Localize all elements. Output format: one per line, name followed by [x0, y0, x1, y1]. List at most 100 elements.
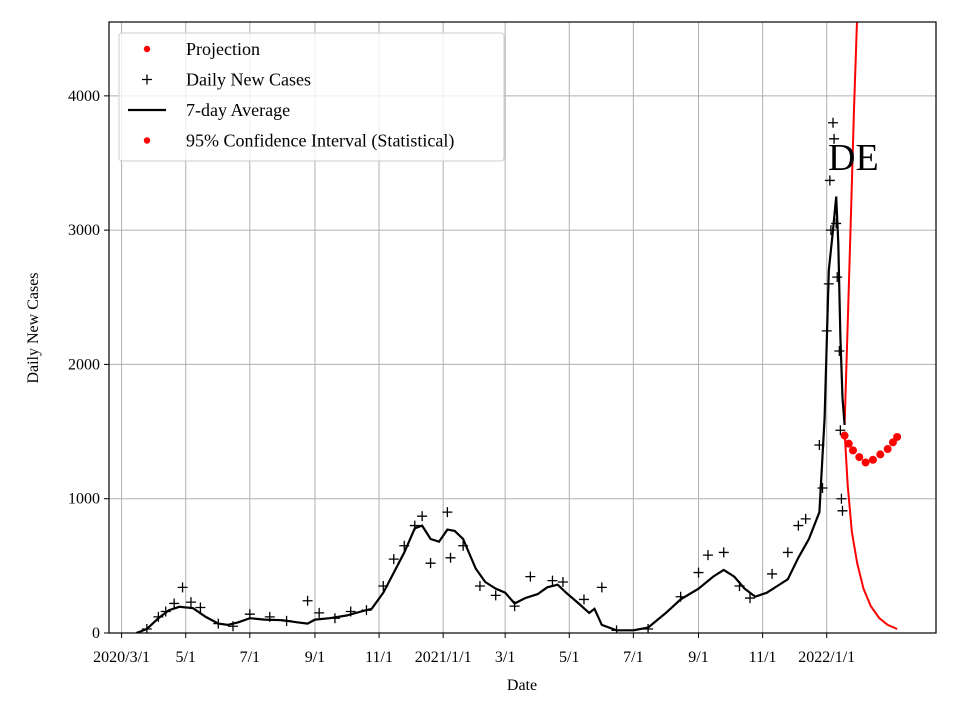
daily-case-marker — [302, 595, 313, 606]
daily-case-marker — [141, 623, 152, 633]
projection-point — [848, 446, 857, 455]
daily-case-marker — [824, 175, 835, 186]
daily-case-marker — [831, 218, 842, 229]
daily-case-marker — [693, 567, 704, 578]
y-tick-label: 3000 — [68, 222, 100, 239]
daily-case-marker — [388, 554, 399, 565]
daily-case-marker — [227, 621, 238, 632]
legend-label: Projection — [186, 39, 260, 59]
daily-case-marker — [399, 540, 410, 551]
daily-case-marker — [169, 598, 180, 609]
daily-case-marker — [177, 582, 188, 593]
daily-case-marker — [793, 520, 804, 531]
daily-case-marker — [425, 558, 436, 569]
plot-data — [135, 22, 902, 633]
x-tick-label: 11/1 — [365, 649, 393, 666]
daily-case-marker — [417, 511, 428, 522]
x-tick-label: 5/1 — [175, 649, 195, 666]
projection-point — [855, 453, 864, 462]
daily-case-marker — [596, 582, 607, 593]
daily-case-marker — [490, 590, 501, 601]
x-tick-label: 5/1 — [559, 649, 579, 666]
daily-case-marker — [734, 581, 745, 591]
projection-point — [840, 431, 849, 440]
daily-case-marker — [828, 117, 839, 128]
daily-case-marker — [195, 602, 206, 613]
legend-label: Daily New Cases — [186, 70, 311, 90]
daily-case-marker — [825, 225, 836, 236]
daily-case-marker — [643, 623, 654, 633]
x-tick-label: 2021/1/1 — [415, 649, 472, 666]
projection-point — [876, 450, 885, 459]
daily-case-marker — [442, 507, 453, 518]
daily-case-marker — [378, 581, 389, 591]
daily-case-marker — [244, 609, 255, 620]
legend-label: 95% Confidence Interval (Statistical) — [186, 131, 454, 152]
y-tick-label: 0 — [92, 625, 100, 642]
x-tick-label: 3/1 — [495, 649, 515, 666]
daily-case-marker — [718, 547, 729, 558]
x-tick-label: 7/1 — [623, 649, 643, 666]
y-axis-title: Daily New Cases — [25, 272, 42, 383]
x-tick-label: 11/1 — [749, 649, 777, 666]
projection-point — [893, 432, 902, 441]
daily-case-marker — [213, 618, 224, 629]
projection-point — [868, 455, 877, 464]
daily-case-marker — [745, 593, 756, 604]
ci-upper-line — [843, 22, 858, 425]
y-tick-label: 4000 — [68, 88, 100, 105]
legend-dot-marker — [143, 45, 151, 53]
daily-case-marker — [445, 552, 456, 563]
legend-dot-marker — [143, 137, 151, 144]
region-label: DE — [828, 137, 879, 179]
x-axis-title: Date — [507, 677, 537, 694]
legend-box — [118, 32, 505, 162]
daily-case-marker — [611, 625, 622, 633]
daily-case-marker — [314, 607, 325, 618]
projection-point — [888, 438, 897, 447]
daily-case-marker — [836, 493, 847, 504]
daily-case-marker — [525, 571, 536, 582]
daily-case-marker — [829, 133, 840, 144]
daily-case-marker — [329, 613, 340, 624]
daily-case-marker — [185, 597, 196, 608]
plot-frame — [108, 21, 937, 634]
daily-case-marker — [153, 611, 164, 622]
y-tick-label: 1000 — [68, 491, 100, 508]
projection-point — [844, 439, 853, 448]
daily-case-marker — [832, 272, 843, 283]
daily-case-marker — [345, 606, 356, 617]
daily-case-marker — [800, 513, 811, 524]
y-tick-label: 2000 — [68, 356, 100, 373]
x-tick-label: 7/1 — [240, 649, 260, 666]
daily-case-marker — [160, 606, 171, 617]
daily-case-marker — [821, 325, 832, 336]
daily-case-marker — [835, 425, 846, 436]
daily-case-marker — [547, 575, 558, 586]
daily-case-marker — [675, 591, 686, 602]
daily-case-marker — [817, 482, 828, 493]
daily-case-marker — [409, 520, 420, 531]
daily-case-marker — [264, 611, 275, 622]
x-tick-label: 9/1 — [305, 649, 325, 666]
axis-ticks: 2020/3/1 5/1 7/1 9/1 11/1 2021/1/1 3/1 5/1 7/1 9/… — [68, 88, 855, 666]
ci-lower-line — [843, 431, 898, 630]
daily-case-marker — [782, 547, 793, 558]
x-tick-label: 2022/1/1 — [798, 649, 855, 666]
legend: Projection Daily New Cases 7-day Average 95… — [118, 32, 505, 162]
daily-case-marker — [474, 581, 485, 591]
legend-plus-marker — [142, 74, 152, 85]
daily-case-marker — [702, 550, 713, 561]
daily-case-marker — [823, 278, 834, 289]
daily-case-marker — [557, 576, 568, 587]
daily-case-marker — [767, 568, 778, 579]
daily-case-marker — [509, 601, 520, 612]
daily-case-marker — [834, 346, 845, 356]
projection-point — [883, 445, 892, 454]
daily-case-marker — [458, 540, 469, 551]
daily-case-marker — [837, 505, 848, 516]
daily-case-marker — [281, 615, 292, 626]
daily-case-marker — [814, 440, 825, 450]
legend-label: 7-day Average — [186, 100, 290, 120]
